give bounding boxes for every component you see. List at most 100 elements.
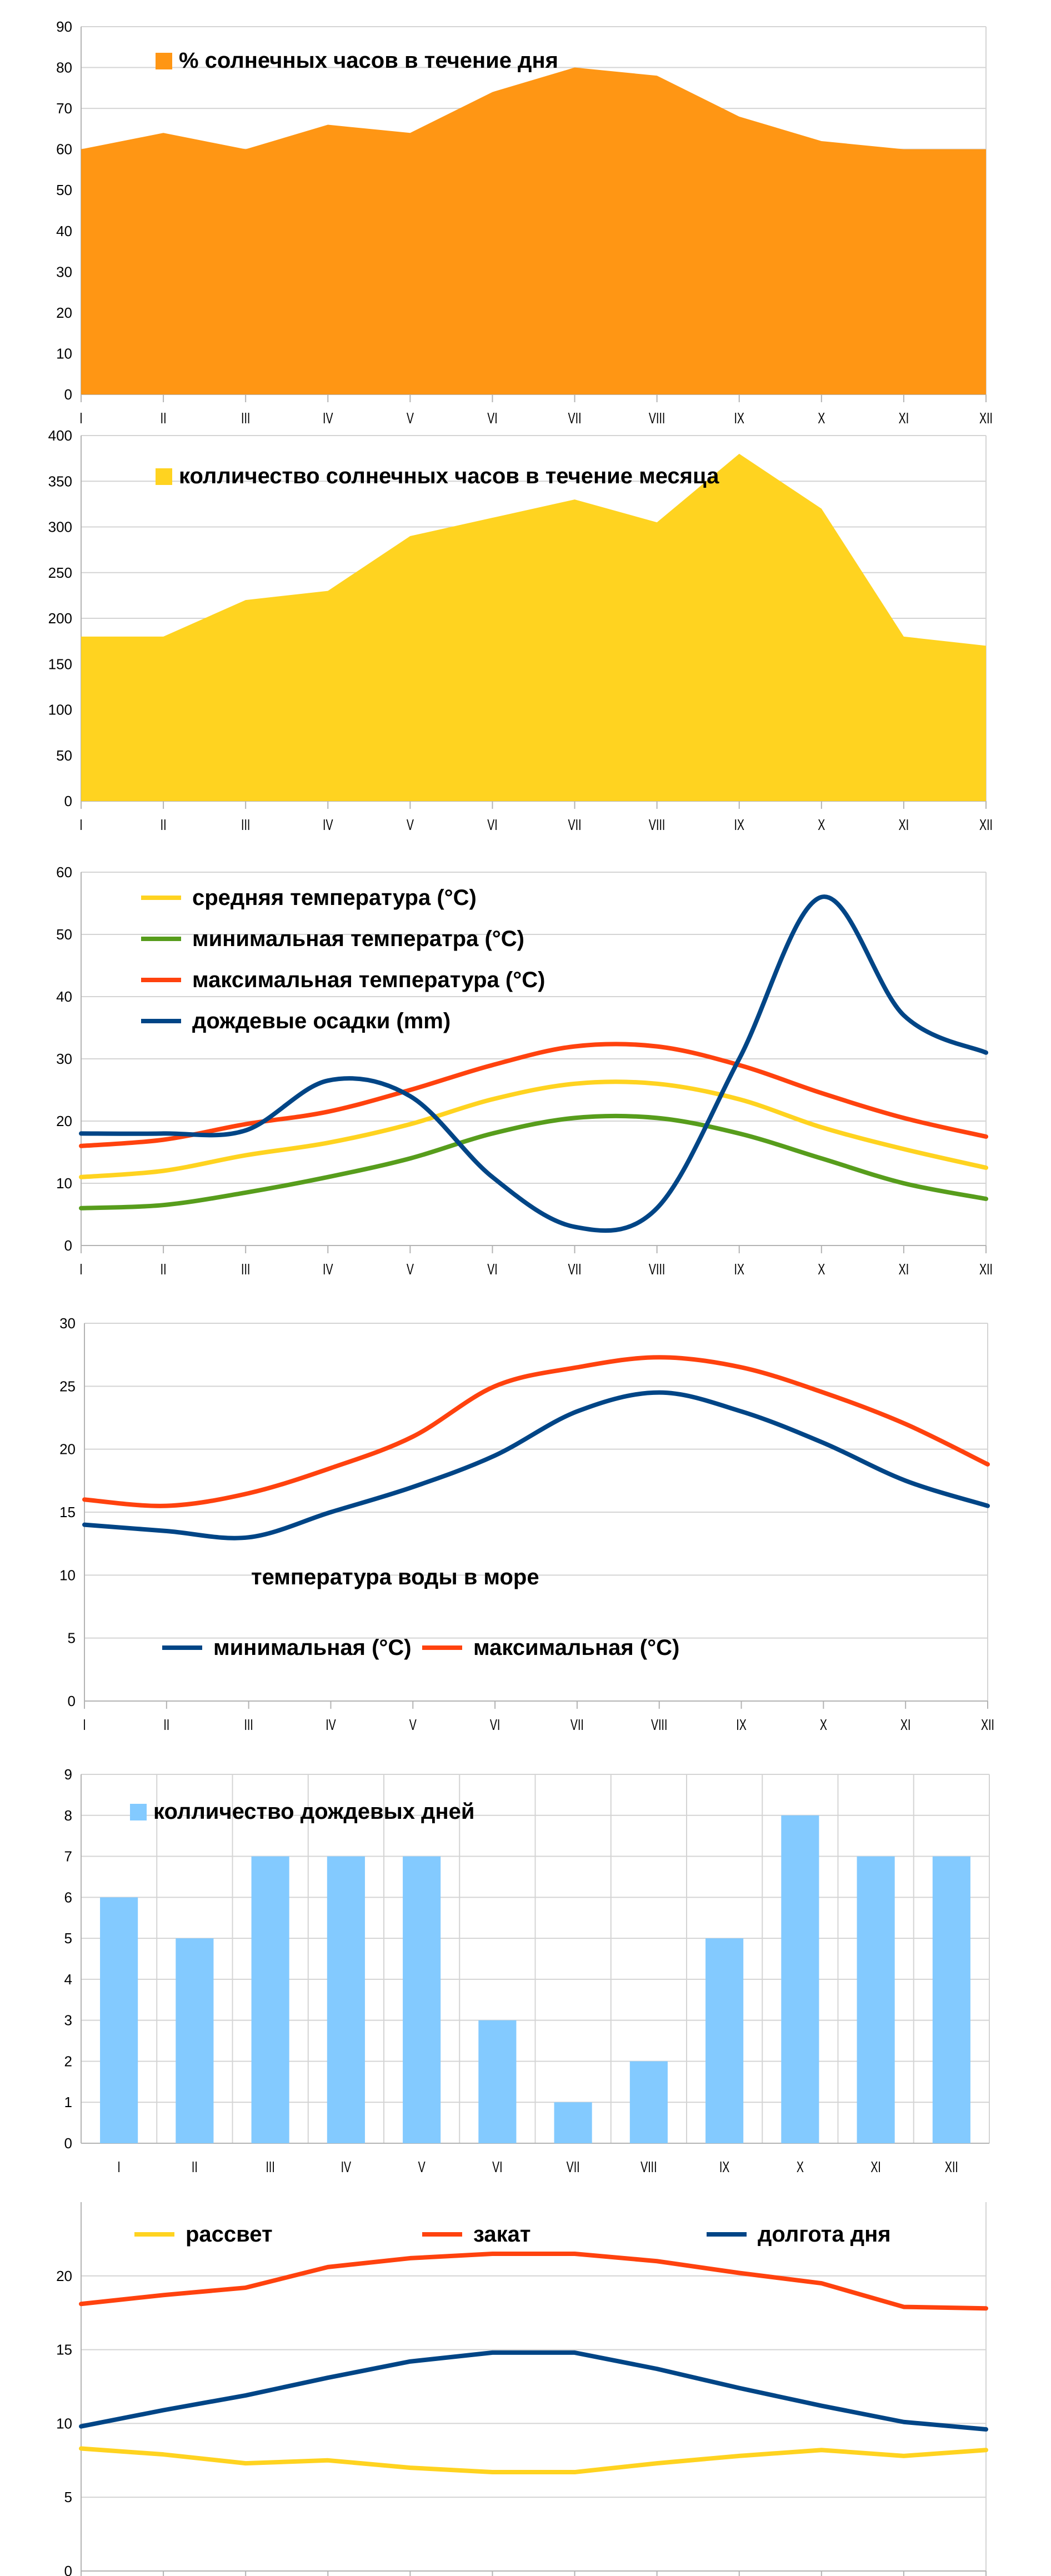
x-tick-label: XI xyxy=(870,2159,881,2176)
legend-label: минимальная температра (°C) xyxy=(192,927,524,951)
x-tick-label: IV xyxy=(326,1717,336,1734)
y-tick-label: 3 xyxy=(64,2012,72,2029)
legend-entry: дождевые осадки (mm) xyxy=(141,1009,451,1033)
y-tick-label: 7 xyxy=(64,1848,72,1865)
x-tick-label: IX xyxy=(734,1261,744,1278)
line-series xyxy=(79,894,988,1233)
x-tick-label: VI xyxy=(487,410,498,427)
y-tick-label: 20 xyxy=(56,1113,72,1129)
y-tick-label: 10 xyxy=(56,345,72,362)
x-tick-label: VIII xyxy=(640,2159,657,2176)
legend-label: колличество дождевых дней xyxy=(153,1799,475,1824)
chart-title: температура воды в море xyxy=(251,1565,539,1589)
bar xyxy=(781,1815,819,2143)
legend-entry: % солнечных часов в течение дня xyxy=(156,48,558,73)
x-tick-label: XII xyxy=(979,817,993,834)
bar xyxy=(251,1856,289,2143)
legend-entry: средняя температура (°C) xyxy=(141,886,477,910)
y-tick-label: 40 xyxy=(56,223,72,239)
x-tick-label: VIII xyxy=(651,1717,667,1734)
legend-label: % солнечных часов в течение дня xyxy=(179,48,558,73)
x-tick-label: V xyxy=(407,817,414,834)
x-tick-label: IV xyxy=(323,410,333,427)
x-tick-label: III xyxy=(241,817,250,834)
x-tick-label: XII xyxy=(979,1261,993,1278)
y-tick-label: 4 xyxy=(64,1971,72,1988)
x-tick-label: VIII xyxy=(649,410,665,427)
y-tick-label: 8 xyxy=(64,1807,72,1824)
line-series xyxy=(79,2350,988,2432)
x-tick-label: IV xyxy=(323,817,333,834)
y-tick-label: 200 xyxy=(48,610,72,627)
bar xyxy=(705,1938,744,2143)
x-tick-label: III xyxy=(244,1717,253,1734)
line-series xyxy=(79,2251,988,2311)
bar xyxy=(100,1897,138,2143)
area-series xyxy=(81,67,986,395)
x-tick-label: I xyxy=(117,2159,120,2176)
x-tick-label: XII xyxy=(979,410,993,427)
x-tick-label: III xyxy=(266,2159,274,2176)
y-tick-label: 0 xyxy=(64,386,72,403)
area-series xyxy=(81,453,986,801)
bar xyxy=(857,1856,895,2143)
line-series xyxy=(82,1390,990,1540)
legend-label: максимальная температура (°C) xyxy=(192,968,545,992)
x-tick-label: VIII xyxy=(649,817,665,834)
y-tick-label: 2 xyxy=(64,2053,72,2069)
y-tick-label: 150 xyxy=(48,656,72,672)
y-tick-label: 5 xyxy=(64,2489,72,2505)
legend-label: долгота дня xyxy=(758,2222,891,2247)
line-series xyxy=(79,1079,988,1179)
x-tick-label: VII xyxy=(568,1261,582,1278)
chart-6: 05101520IIIIIIIVVVIVIIVIIIIXXXIXIIрассве… xyxy=(56,2202,988,2576)
legend-swatch xyxy=(156,468,172,485)
x-tick-label: X xyxy=(818,1261,825,1278)
y-tick-label: 15 xyxy=(56,2342,72,2358)
y-tick-label: 90 xyxy=(56,18,72,35)
x-tick-label: I xyxy=(79,1261,82,1278)
x-tick-label: II xyxy=(161,817,167,834)
x-tick-label: I xyxy=(79,410,82,427)
legend-label: средняя температура (°C) xyxy=(192,886,477,910)
legend-label: максимальная (°C) xyxy=(473,1635,679,1660)
bar xyxy=(554,2102,592,2143)
y-tick-label: 20 xyxy=(56,304,72,321)
legend-entry: минимальная температра (°C) xyxy=(141,927,524,951)
x-tick-label: V xyxy=(418,2159,426,2176)
x-tick-label: X xyxy=(818,817,825,834)
y-tick-label: 1 xyxy=(64,2094,72,2110)
y-tick-label: 0 xyxy=(64,793,72,809)
y-tick-label: 50 xyxy=(56,182,72,198)
legend-entry: колличество солнечных часов в течение ме… xyxy=(156,464,719,488)
y-tick-label: 40 xyxy=(56,988,72,1005)
x-tick-label: III xyxy=(241,410,250,427)
y-tick-label: 20 xyxy=(56,2268,72,2284)
bar xyxy=(327,1856,365,2143)
y-tick-label: 0 xyxy=(64,2563,72,2576)
x-tick-label: III xyxy=(241,1261,250,1278)
line-series xyxy=(79,2446,988,2475)
y-tick-label: 250 xyxy=(48,564,72,581)
y-tick-label: 50 xyxy=(56,747,72,764)
line-series xyxy=(82,1355,990,1508)
x-tick-label: VI xyxy=(487,1261,498,1278)
x-tick-label: II xyxy=(163,1717,169,1734)
x-tick-label: VII xyxy=(568,410,582,427)
x-tick-label: IX xyxy=(736,1717,747,1734)
legend-entry: минимальная (°C) xyxy=(162,1635,412,1660)
line-series xyxy=(79,1113,988,1211)
y-tick-label: 0 xyxy=(68,1693,76,1709)
y-tick-label: 80 xyxy=(56,59,72,76)
legend-entry: максимальная температура (°C) xyxy=(141,968,545,992)
x-tick-label: VII xyxy=(570,1717,584,1734)
line-series xyxy=(79,1042,988,1148)
x-tick-label: X xyxy=(797,2159,804,2176)
legend-label: дождевые осадки (mm) xyxy=(192,1009,451,1033)
y-tick-label: 10 xyxy=(56,2415,72,2432)
x-tick-label: V xyxy=(407,1261,414,1278)
y-tick-label: 100 xyxy=(48,702,72,718)
